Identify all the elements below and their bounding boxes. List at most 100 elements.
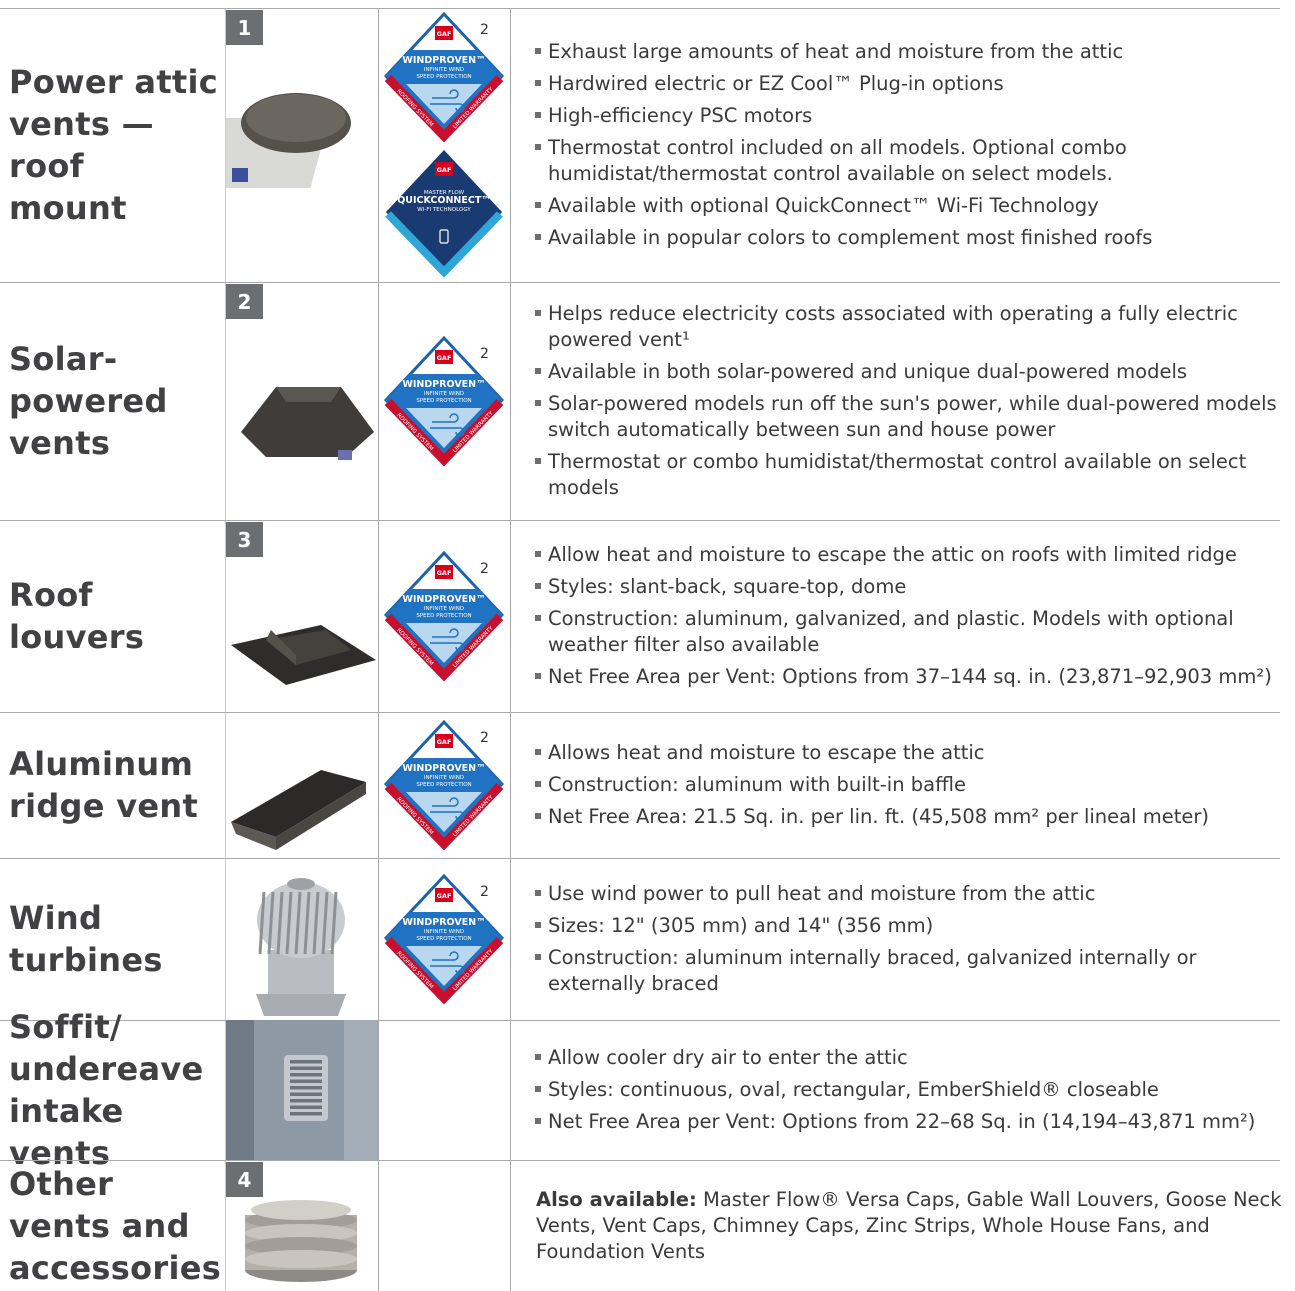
footnote: 2 xyxy=(480,346,489,362)
image-shape xyxy=(276,782,366,850)
badge-text: MASTER FLOW xyxy=(424,190,465,196)
product-image xyxy=(231,625,376,685)
product-image xyxy=(245,1200,357,1282)
row-name-line: Roof xyxy=(9,576,93,614)
image-shape xyxy=(245,1250,357,1268)
badge-edge xyxy=(385,211,503,278)
row-name-line: louvers xyxy=(9,618,145,656)
row-name-line: Aluminum xyxy=(9,745,194,783)
image-shape xyxy=(267,891,275,955)
image-shape xyxy=(290,1079,322,1083)
badge-text: SPEED PROTECTION xyxy=(416,936,471,942)
bullet: Available in popular colors to complemen… xyxy=(530,225,1282,251)
brand: GAF xyxy=(437,892,452,900)
row-name-line: ridge vent xyxy=(9,787,199,825)
product-image xyxy=(256,878,346,1016)
badge-text: WINDPROVEN™ xyxy=(402,594,485,605)
brand: GAF xyxy=(437,738,452,746)
row-divider xyxy=(0,1160,1280,1161)
image-shape xyxy=(290,1105,322,1109)
row-divider xyxy=(0,282,1280,283)
bullet: Allows heat and moisture to escape the a… xyxy=(530,740,1282,766)
row-name-line: turbines xyxy=(9,941,163,979)
row-divider xyxy=(0,858,1280,859)
row: Solar-powered vents 2 ROOFING SYSTEM LIMITED… xyxy=(0,282,1280,520)
wind-icon xyxy=(430,89,465,113)
image-shape xyxy=(266,630,296,665)
bullet: Available in both solar-powered and uniq… xyxy=(530,359,1282,385)
brand-box xyxy=(435,162,453,176)
image-shape xyxy=(344,1020,378,1160)
row-number: 4 xyxy=(226,1162,263,1197)
brand-box xyxy=(435,734,453,748)
image-shape xyxy=(245,1224,357,1242)
image-shape xyxy=(290,1060,322,1064)
row-divider xyxy=(0,712,1280,713)
wind-icon xyxy=(430,951,465,975)
image-shape xyxy=(287,878,315,890)
bullet: Exhaust large amounts of heat and moistu… xyxy=(530,39,1282,65)
badge-text: SPEED PROTECTION xyxy=(416,613,471,619)
note: Also available: Master Flow® Versa Caps,… xyxy=(530,1187,1282,1265)
row-name-line: vents xyxy=(9,424,111,462)
bullet-list: Exhaust large amounts of heat and moistu… xyxy=(530,8,1282,282)
bullet: Sizes: 12" (305 mm) and 14" (356 mm) xyxy=(530,913,1282,939)
badge-edge xyxy=(384,398,504,466)
bullet: Allow cooler dry air to enter the attic xyxy=(530,1045,1282,1071)
brand: GAF xyxy=(437,354,452,362)
row-divider xyxy=(0,8,1280,9)
row: Other vents and accessories 4 Also available… xyxy=(0,1160,1282,1291)
image-shape xyxy=(241,387,374,457)
footnote: 2 xyxy=(480,730,489,746)
badge-text: SPEED PROTECTION xyxy=(416,398,471,404)
row-name-line: accessories xyxy=(9,1248,222,1287)
row-name: Other vents and accessories xyxy=(9,1160,224,1291)
image-shape xyxy=(290,1099,322,1103)
row-name-line: intake vents xyxy=(9,1092,124,1172)
row-name: Wind turbines xyxy=(9,858,224,1020)
bullet: High-efficiency PSC motors xyxy=(530,103,1282,129)
image-shape xyxy=(290,1112,322,1116)
bullet: Construction: aluminum, galvanized, and … xyxy=(530,606,1282,658)
bullet: Thermostat control included on all model… xyxy=(530,135,1282,187)
image-shape xyxy=(321,891,329,955)
row: Wind turbines ROOFING SYSTEM LIMITED WARRAN… xyxy=(0,858,1280,1020)
product-image xyxy=(241,387,374,460)
note-lead: Also available: xyxy=(536,1187,697,1211)
wind-icon xyxy=(430,628,465,652)
bullet-list: Use wind power to pull heat and moisture… xyxy=(530,858,1282,1020)
badge-edge xyxy=(384,782,504,850)
bullet: Thermostat or combo humidistat/thermosta… xyxy=(530,449,1282,501)
bullet: Net Free Area per Vent: Options from 37–… xyxy=(530,664,1282,690)
image-shape xyxy=(312,891,320,955)
brand: GAF xyxy=(437,30,452,38)
brand: GAF xyxy=(437,569,452,577)
row: Roof louvers 3 ROOFING SYSTEM LIMITED WARRAN… xyxy=(0,520,1280,712)
row-name-line: Solar- xyxy=(9,340,118,378)
bullet: Construction: aluminum with built-in baf… xyxy=(530,772,1282,798)
badge-edge xyxy=(384,74,504,142)
badge-text: INFINITE WIND xyxy=(424,67,464,73)
image-shape xyxy=(294,891,302,955)
row: Power attic vents — roof mount 1 ROOFING SYS… xyxy=(0,8,1280,282)
badge-text: WINDPROVEN™ xyxy=(402,917,485,928)
image-shape xyxy=(276,387,341,402)
wind-icon xyxy=(430,797,465,821)
badge: ROOFING SYSTEM LIMITED WARRANTYGAFWINDPRO… xyxy=(384,551,504,681)
product-image xyxy=(226,93,351,188)
bullet-list: Allows heat and moisture to escape the a… xyxy=(530,712,1282,858)
badge-text: SPEED PROTECTION xyxy=(416,782,471,788)
image-shape xyxy=(251,1200,351,1220)
product-image xyxy=(226,1020,378,1160)
image-shape xyxy=(231,822,276,850)
badge-text: INFINITE WIND xyxy=(424,391,464,397)
badge: ROOFING SYSTEM LIMITED WARRANTYGAFWINDPRO… xyxy=(384,336,504,466)
row-divider xyxy=(0,520,1280,521)
row-number: 2 xyxy=(226,284,263,319)
image-shape xyxy=(258,891,338,955)
bullet-list: Helps reduce electricity costs associate… xyxy=(530,282,1282,520)
wind-icon xyxy=(430,413,465,437)
